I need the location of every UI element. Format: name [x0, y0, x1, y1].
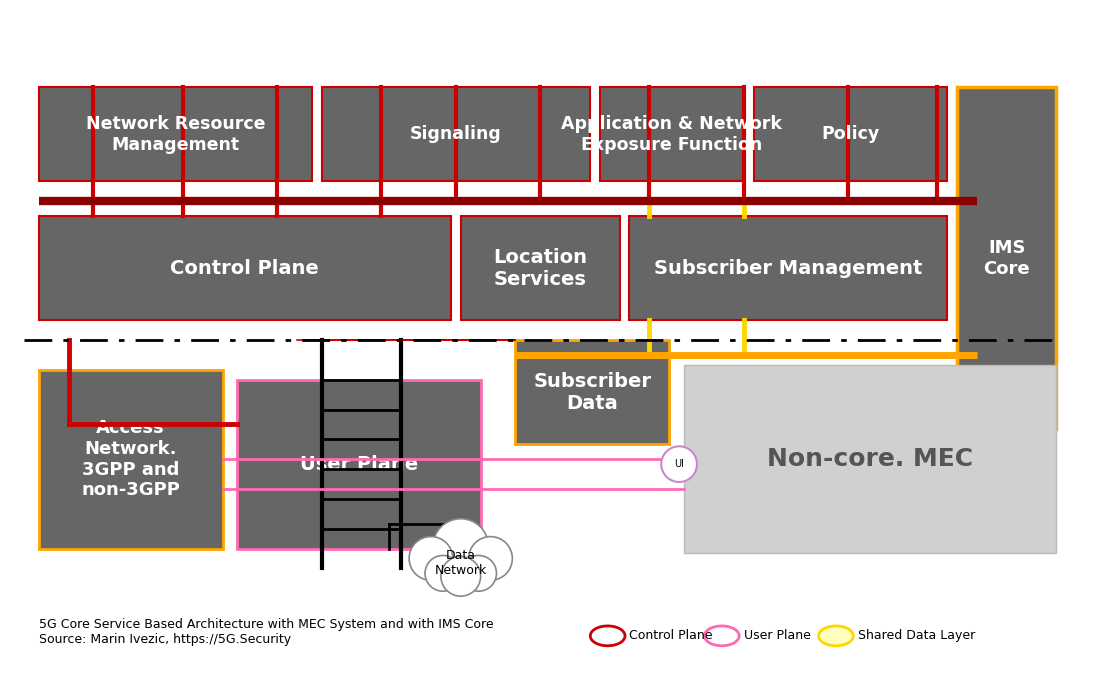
Bar: [754, 87, 948, 181]
Bar: [237, 380, 480, 549]
Text: Non-core. MEC: Non-core. MEC: [767, 447, 973, 471]
Text: Access
Network.
3GPP and
non-3GPP: Access Network. 3GPP and non-3GPP: [82, 419, 180, 499]
Circle shape: [424, 556, 460, 592]
Text: User Plane: User Plane: [744, 629, 811, 643]
Text: Policy: Policy: [821, 125, 879, 143]
Circle shape: [661, 447, 697, 482]
Bar: [684, 365, 1056, 554]
Text: Data
Network: Data Network: [435, 550, 487, 578]
Circle shape: [433, 519, 488, 574]
Text: Network Resource
Management: Network Resource Management: [85, 115, 265, 153]
Text: User Plane: User Plane: [300, 454, 418, 474]
Bar: [599, 87, 744, 181]
Ellipse shape: [704, 626, 739, 646]
Circle shape: [409, 537, 452, 580]
Ellipse shape: [819, 626, 853, 646]
Text: Shared Data Layer: Shared Data Layer: [858, 629, 976, 643]
Ellipse shape: [590, 626, 625, 646]
Circle shape: [468, 537, 512, 580]
Bar: [956, 87, 1056, 429]
Text: Control Plane: Control Plane: [629, 629, 713, 643]
Bar: [39, 87, 311, 181]
Circle shape: [460, 556, 496, 592]
Text: Signaling: Signaling: [410, 125, 502, 143]
Bar: [460, 216, 619, 320]
Bar: [321, 87, 590, 181]
Text: Control Plane: Control Plane: [170, 258, 319, 278]
Bar: [629, 216, 948, 320]
Text: Subscriber Management: Subscriber Management: [654, 258, 923, 278]
Bar: [39, 216, 451, 320]
Bar: [39, 370, 223, 549]
Text: Application & Network
Exposure Function: Application & Network Exposure Function: [561, 115, 782, 153]
Text: IMS
Core: IMS Core: [983, 239, 1030, 278]
Text: Ul: Ul: [674, 459, 684, 469]
Text: Subscriber
Data: Subscriber Data: [533, 372, 651, 413]
Bar: [515, 340, 669, 444]
Circle shape: [441, 556, 480, 596]
Text: Location
Services: Location Services: [493, 248, 587, 288]
Text: 5G Core Service Based Architecture with MEC System and with IMS Core
Source: Mar: 5G Core Service Based Architecture with …: [39, 618, 494, 646]
